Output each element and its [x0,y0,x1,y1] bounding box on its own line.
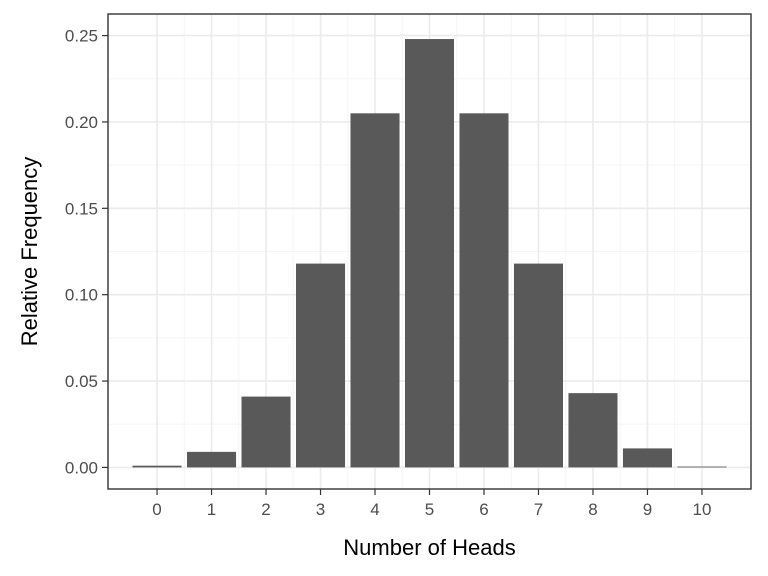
bar-6 [459,113,509,468]
x-axis-title: Number of Heads [343,535,515,560]
y-tick-label: 0.00 [65,458,98,477]
x-tick-label: 7 [534,500,543,519]
x-tick-label: 10 [692,500,711,519]
bars [132,39,727,468]
bar-7 [513,263,564,468]
y-axis: 0.00 0.05 0.10 0.15 0.20 0.25 [65,27,108,477]
bar-9 [622,448,672,468]
x-tick-label: 0 [152,500,161,519]
y-tick-label: 0.15 [65,199,98,218]
x-tick-label: 9 [643,500,652,519]
x-tick-label: 5 [425,500,434,519]
y-tick-label: 0.20 [65,113,98,132]
x-tick-label: 6 [479,500,488,519]
x-tick-label: 4 [370,500,379,519]
y-tick-label: 0.05 [65,372,98,391]
bar-4 [350,113,400,468]
bar-5 [404,39,455,468]
x-tick-label: 1 [207,500,216,519]
bar-8 [568,393,618,468]
x-tick-label: 8 [588,500,597,519]
x-axis: 0 1 2 3 4 5 6 7 8 9 10 [152,489,711,519]
y-tick-label: 0.10 [65,286,98,305]
x-tick-label: 3 [316,500,325,519]
bar-10 [677,466,727,468]
bar-2 [241,396,291,468]
y-tick-label: 0.25 [65,27,98,46]
bar-1 [187,451,237,468]
bar-0 [132,465,182,468]
bar-3 [295,263,346,468]
x-tick-label: 2 [261,500,270,519]
y-axis-title: Relative Frequency [17,157,42,347]
